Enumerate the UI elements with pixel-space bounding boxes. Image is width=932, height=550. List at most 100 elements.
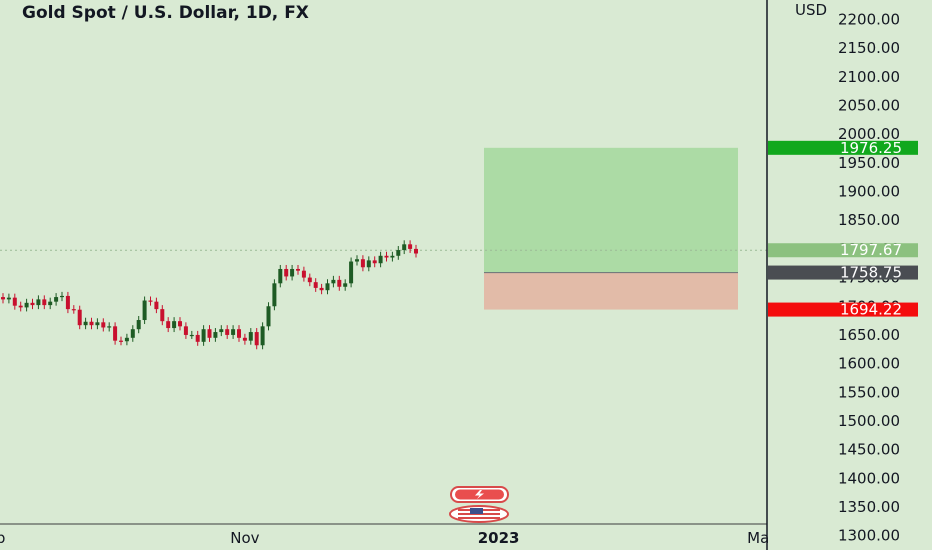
candle — [408, 240, 413, 253]
candle-body — [390, 255, 395, 258]
candle-body — [60, 295, 64, 298]
candle-body — [242, 337, 247, 341]
price-label-box — [768, 302, 918, 317]
candle-body — [1, 297, 5, 300]
candle — [166, 317, 171, 333]
candle-body — [136, 320, 141, 330]
candle — [60, 291, 64, 302]
candle — [189, 330, 194, 339]
candle — [349, 257, 354, 288]
candle-body — [119, 340, 123, 342]
flag-stripe — [458, 517, 500, 519]
price-label-box — [768, 140, 918, 155]
price-tick-label: 1900.00 — [838, 183, 900, 201]
candle — [101, 318, 106, 332]
time-tick-label: Sep — [0, 529, 5, 547]
candle-body — [48, 301, 53, 306]
candle — [360, 255, 365, 272]
candle — [296, 264, 300, 275]
candle-body — [331, 279, 336, 284]
candle — [30, 298, 35, 310]
candle — [83, 317, 88, 330]
candle-body — [378, 255, 383, 264]
candle — [178, 317, 182, 331]
candle — [307, 273, 312, 287]
time-axis[interactable]: Sep Nov 2023 Ma — [0, 529, 769, 547]
candle — [54, 293, 59, 306]
price-label-text: 1976.25 — [840, 139, 902, 157]
price-tick-label: 1350.00 — [838, 498, 900, 516]
candle-body — [313, 282, 318, 288]
candle — [331, 275, 336, 288]
candle — [284, 264, 289, 281]
candle-body — [266, 306, 271, 327]
candle-body — [360, 259, 365, 268]
candle-body — [290, 268, 295, 277]
price-tick-label: 1950.00 — [838, 154, 900, 172]
price-label-box — [768, 243, 918, 258]
candle — [366, 256, 371, 272]
candle-body — [89, 321, 94, 326]
candle — [36, 295, 41, 310]
candle — [12, 293, 17, 310]
candles — [1, 240, 418, 350]
time-tick-label: 2023 — [478, 529, 520, 547]
candle-body — [225, 329, 230, 335]
candle — [248, 328, 253, 345]
candle — [414, 244, 418, 258]
candle-body — [201, 329, 206, 342]
candle-body — [301, 270, 306, 278]
candle — [65, 291, 70, 314]
candle — [372, 256, 377, 268]
price-tick-label: 2100.00 — [838, 68, 900, 86]
candle-body — [372, 260, 377, 264]
price-tick-label: 1300.00 — [838, 527, 900, 545]
news-event-icon[interactable] — [450, 486, 509, 503]
candle-body — [402, 244, 407, 251]
price-tick-label: 1650.00 — [838, 326, 900, 344]
entry-price-label: 1758.75 — [768, 264, 918, 282]
candle — [136, 316, 141, 334]
candle — [254, 328, 259, 350]
candle — [142, 296, 147, 325]
candle — [6, 293, 11, 304]
candle-body — [343, 283, 348, 287]
candle-body — [36, 299, 41, 306]
candle-body — [213, 332, 218, 338]
currency-label: USD — [795, 1, 827, 19]
candle — [313, 278, 318, 292]
time-tick-label: Nov — [230, 529, 259, 547]
profit-zone[interactable] — [484, 147, 738, 273]
candle-body — [414, 248, 418, 254]
candle-body — [142, 300, 147, 321]
candle — [378, 251, 383, 268]
candle — [119, 336, 123, 346]
candle — [301, 266, 306, 282]
chart-title: Gold Spot / U.S. Dollar, 1D, FX — [22, 3, 309, 23]
candle-body — [207, 329, 212, 338]
candle — [231, 325, 236, 339]
candle-body — [6, 297, 11, 300]
candle — [18, 301, 23, 312]
price-tick-label: 2200.00 — [838, 10, 900, 28]
candle-body — [278, 268, 283, 284]
candle-body — [54, 297, 59, 302]
candle — [48, 297, 53, 310]
price-label-text: 1758.75 — [840, 264, 902, 282]
candle — [89, 317, 94, 330]
candle-body — [18, 305, 23, 308]
us-flag-icon[interactable] — [449, 505, 509, 523]
candle — [183, 322, 188, 339]
loss-zone[interactable] — [484, 272, 738, 310]
candle-body — [154, 301, 159, 310]
price-tick-label: 1550.00 — [838, 383, 900, 401]
candle-body — [237, 329, 241, 338]
candle — [130, 325, 135, 342]
candle — [325, 279, 330, 295]
price-label-text: 1797.67 — [840, 241, 902, 259]
candle-body — [83, 321, 88, 326]
candle-body — [71, 309, 76, 311]
candle-body — [95, 322, 100, 326]
candle-body — [65, 295, 70, 310]
